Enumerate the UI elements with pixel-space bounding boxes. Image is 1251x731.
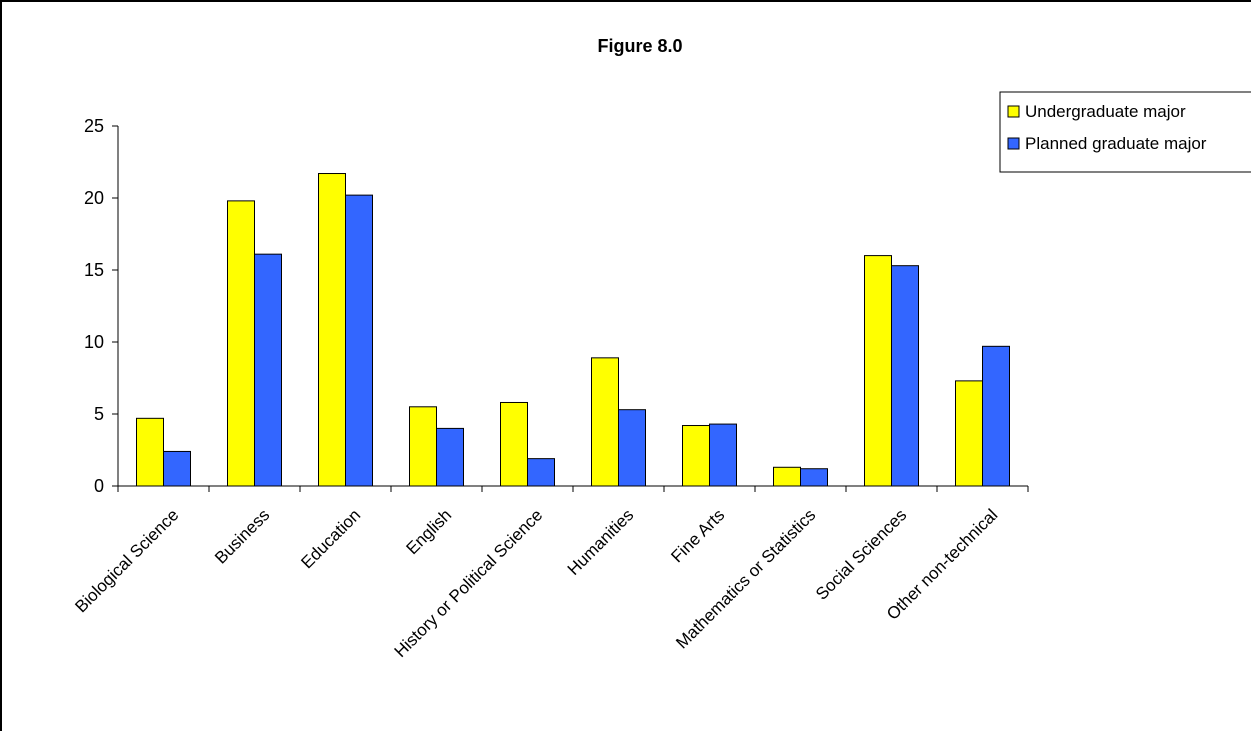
legend-box: [999, 91, 1251, 173]
bar-planned-graduate: [618, 409, 646, 487]
bar-undergraduate: [136, 417, 164, 487]
bar-planned-graduate: [709, 423, 737, 487]
bar-undergraduate: [318, 173, 346, 487]
bar-undergraduate: [955, 380, 983, 487]
bar-undergraduate: [773, 466, 801, 487]
y-tick-label: 15: [84, 260, 104, 280]
bar-planned-graduate: [527, 458, 555, 487]
legend-label: Undergraduate major: [1025, 102, 1186, 121]
bar-undergraduate: [864, 255, 892, 487]
bar-planned-graduate: [982, 345, 1010, 487]
y-tick-label: 20: [84, 188, 104, 208]
bar-undergraduate: [591, 357, 619, 487]
y-tick-label: 25: [84, 116, 104, 136]
bar-undergraduate: [682, 425, 710, 487]
chart-title: Figure 8.0: [597, 36, 682, 56]
legend-swatch: [1007, 137, 1020, 150]
bar-planned-graduate: [436, 427, 464, 487]
bar-planned-graduate: [800, 468, 828, 487]
legend-label: Planned graduate major: [1025, 134, 1207, 153]
bar-undergraduate: [409, 406, 437, 487]
bar-planned-graduate: [163, 450, 191, 487]
legend-swatch: [1007, 105, 1020, 118]
bar-planned-graduate: [345, 194, 373, 487]
y-tick-label: 5: [94, 404, 104, 424]
bar-undergraduate: [227, 200, 255, 487]
y-tick-label: 10: [84, 332, 104, 352]
y-tick-label: 0: [94, 476, 104, 496]
bar-planned-graduate: [891, 265, 919, 487]
bar-planned-graduate: [254, 253, 282, 487]
legend: Undergraduate major Planned graduate majo…: [999, 91, 1251, 173]
bar-undergraduate: [500, 401, 528, 487]
